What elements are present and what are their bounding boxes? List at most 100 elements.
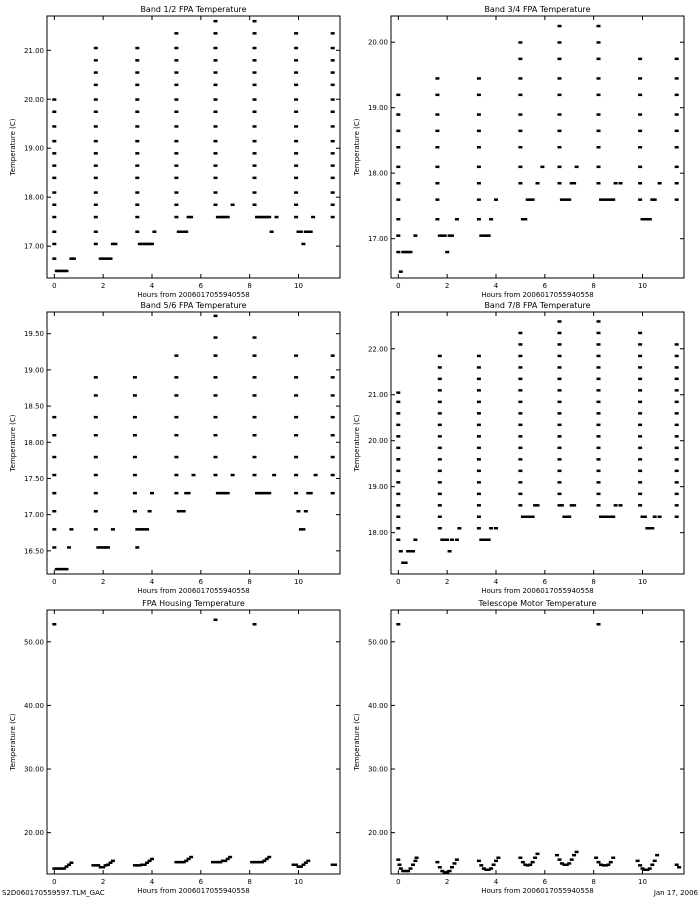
- data-point: [252, 176, 257, 180]
- data-point: [638, 446, 643, 450]
- data-point: [296, 865, 301, 868]
- data-point: [294, 191, 299, 194]
- data-point: [267, 491, 272, 495]
- data-point: [518, 504, 523, 507]
- data-point: [132, 510, 137, 513]
- data-point: [252, 336, 257, 339]
- y-axis-label: Temperature (C): [353, 118, 361, 176]
- data-point: [596, 146, 601, 149]
- data-point: [132, 394, 137, 397]
- data-point: [223, 215, 228, 219]
- data-point: [93, 434, 98, 437]
- data-point: [674, 129, 679, 133]
- data-point: [57, 867, 62, 870]
- data-point: [52, 510, 57, 513]
- data-point: [252, 455, 257, 459]
- data-point: [414, 856, 419, 859]
- x-tick-label: 8: [247, 878, 251, 886]
- data-point: [213, 376, 218, 379]
- data-point: [596, 354, 601, 358]
- data-point: [303, 861, 308, 864]
- data-point: [150, 242, 154, 246]
- data-point: [135, 164, 140, 167]
- data-point: [557, 331, 562, 335]
- y-tick-label: 19.00: [24, 145, 44, 153]
- data-point: [93, 864, 98, 867]
- data-point: [437, 389, 442, 392]
- data-point: [533, 504, 538, 507]
- data-point: [435, 182, 440, 185]
- data-point: [174, 415, 179, 419]
- data-point: [652, 515, 657, 518]
- data-point: [264, 857, 269, 861]
- chart-panel-4: Band 7/8 FPA Temperature 0 2 4 6 8 10 18.00 19.0…: [353, 301, 685, 595]
- chart-panel-2: Band 3/4 FPA Temperature 0 2 4 6 8 10 17.00 18.0…: [353, 5, 685, 299]
- data-point: [93, 376, 98, 379]
- data-point: [674, 366, 679, 369]
- data-point: [411, 550, 415, 553]
- data-point: [135, 46, 140, 50]
- data-point: [213, 394, 218, 397]
- data-point: [437, 504, 442, 507]
- data-point: [523, 218, 528, 221]
- data-point: [396, 182, 401, 185]
- data-point: [330, 59, 335, 62]
- data-point: [174, 176, 179, 180]
- data-point: [308, 230, 313, 233]
- data-point: [396, 515, 401, 518]
- x-axis-label: Hours from 2006017055940558: [481, 587, 594, 595]
- chart-title: Band 1/2 FPA Temperature: [140, 5, 246, 14]
- data-point: [601, 198, 606, 201]
- data-point: [481, 234, 486, 237]
- data-point: [93, 59, 98, 62]
- x-tick-label: 2: [445, 878, 449, 886]
- data-point: [638, 77, 643, 80]
- data-point: [435, 198, 440, 201]
- data-point: [437, 492, 442, 496]
- data-point: [572, 182, 577, 185]
- data-point: [396, 412, 401, 415]
- data-point: [176, 230, 181, 233]
- data-point: [52, 455, 57, 459]
- data-point: [330, 32, 335, 35]
- data-point: [640, 867, 645, 870]
- data-point: [101, 546, 106, 549]
- data-point: [596, 412, 601, 415]
- data-point: [484, 538, 489, 541]
- data-point: [294, 394, 299, 397]
- data-point: [518, 354, 523, 358]
- data-point: [440, 234, 445, 237]
- data-point: [557, 481, 562, 484]
- data-point: [674, 77, 679, 80]
- data-point: [647, 218, 652, 221]
- data-point: [491, 863, 496, 866]
- data-point: [611, 515, 616, 518]
- data-point: [559, 198, 564, 201]
- data-point: [557, 354, 562, 358]
- data-point: [476, 859, 481, 863]
- data-point: [62, 867, 67, 870]
- data-point: [52, 867, 57, 870]
- data-point: [635, 859, 640, 863]
- data-point: [252, 83, 257, 87]
- data-point: [396, 93, 401, 97]
- data-point: [454, 858, 459, 861]
- data-point: [447, 550, 452, 553]
- y-tick-label: 19.00: [24, 366, 44, 374]
- x-tick-label: 0: [52, 578, 56, 586]
- y-tick-label: 20.00: [368, 39, 388, 47]
- data-point: [437, 515, 442, 518]
- data-point: [135, 176, 140, 180]
- data-point: [223, 491, 228, 495]
- data-point: [294, 473, 299, 477]
- data-point: [476, 129, 481, 133]
- data-point: [518, 389, 523, 392]
- data-point: [640, 515, 645, 518]
- data-point: [596, 458, 601, 461]
- data-point: [528, 863, 533, 866]
- data-point: [411, 863, 415, 866]
- data-point: [150, 857, 154, 861]
- data-point: [457, 527, 462, 530]
- data-point: [557, 146, 562, 149]
